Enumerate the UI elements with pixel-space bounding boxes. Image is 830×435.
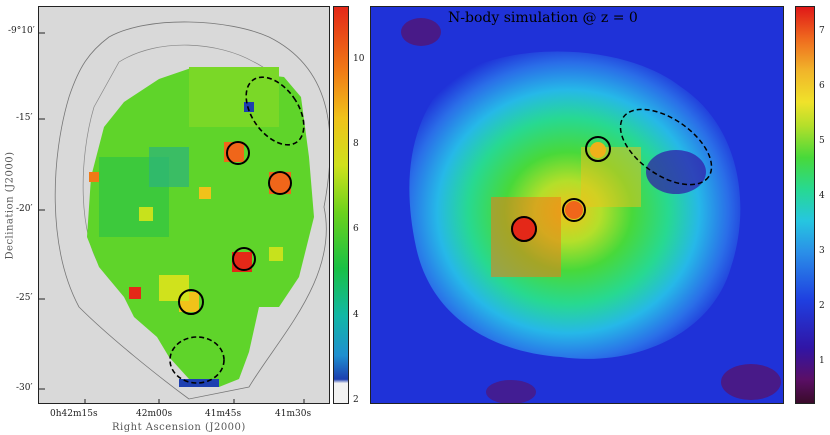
dashed-ellipse [245,76,305,146]
group-circle [268,171,292,195]
ra-tick: 41m45s [205,409,242,419]
ra-tick: 0h42m15s [50,409,98,419]
dec-tick: -20′ [16,204,33,214]
colorbar-tick: 2 [353,395,359,405]
colorbar-tick: 2 [819,301,825,311]
colorbar-tick: 10 [353,54,365,64]
group-circle [585,136,611,162]
colorbar-tick: 4 [819,191,825,201]
colorbar-tick: 8 [353,139,359,149]
simulation-map-panel [370,6,784,404]
group-circle [178,289,204,315]
dec-tick: -15′ [16,113,33,123]
colorbar-tick: 4 [353,310,359,320]
outer-contour [54,21,329,400]
group-circle [511,216,537,242]
group-circle [226,141,250,165]
density-region [87,67,314,387]
observed-map [39,21,329,403]
colorbar-tick: 3 [819,246,825,256]
x-axis-label: Right Ascension (J2000) [112,422,246,433]
simulation-map [371,7,783,403]
dec-tick: -9°10′ [8,26,35,36]
ra-tick: 42m00s [136,409,173,419]
dec-tick: -25′ [16,293,33,303]
observed-map-panel [38,6,330,404]
group-circle [232,247,256,271]
dashed-ellipse [619,108,713,186]
colorbar-tick: 6 [353,224,359,234]
simulation-title: N-body simulation @ z = 0 [448,10,638,26]
colorbar-tick: 6 [819,81,825,91]
ra-tick: 41m30s [275,409,312,419]
dec-tick: -30′ [16,383,33,393]
pixel-map [87,67,314,387]
group-circle [562,198,586,222]
colorbar-tick: 1 [819,356,825,366]
y-axis-label: Declination (J2000) [4,151,16,260]
colorbar-tick: 7 [819,26,825,36]
colorbar-tick: 5 [819,136,825,146]
observed-colorbar [333,6,349,404]
dashed-ellipse [169,336,225,384]
simulation-colorbar [795,6,815,404]
